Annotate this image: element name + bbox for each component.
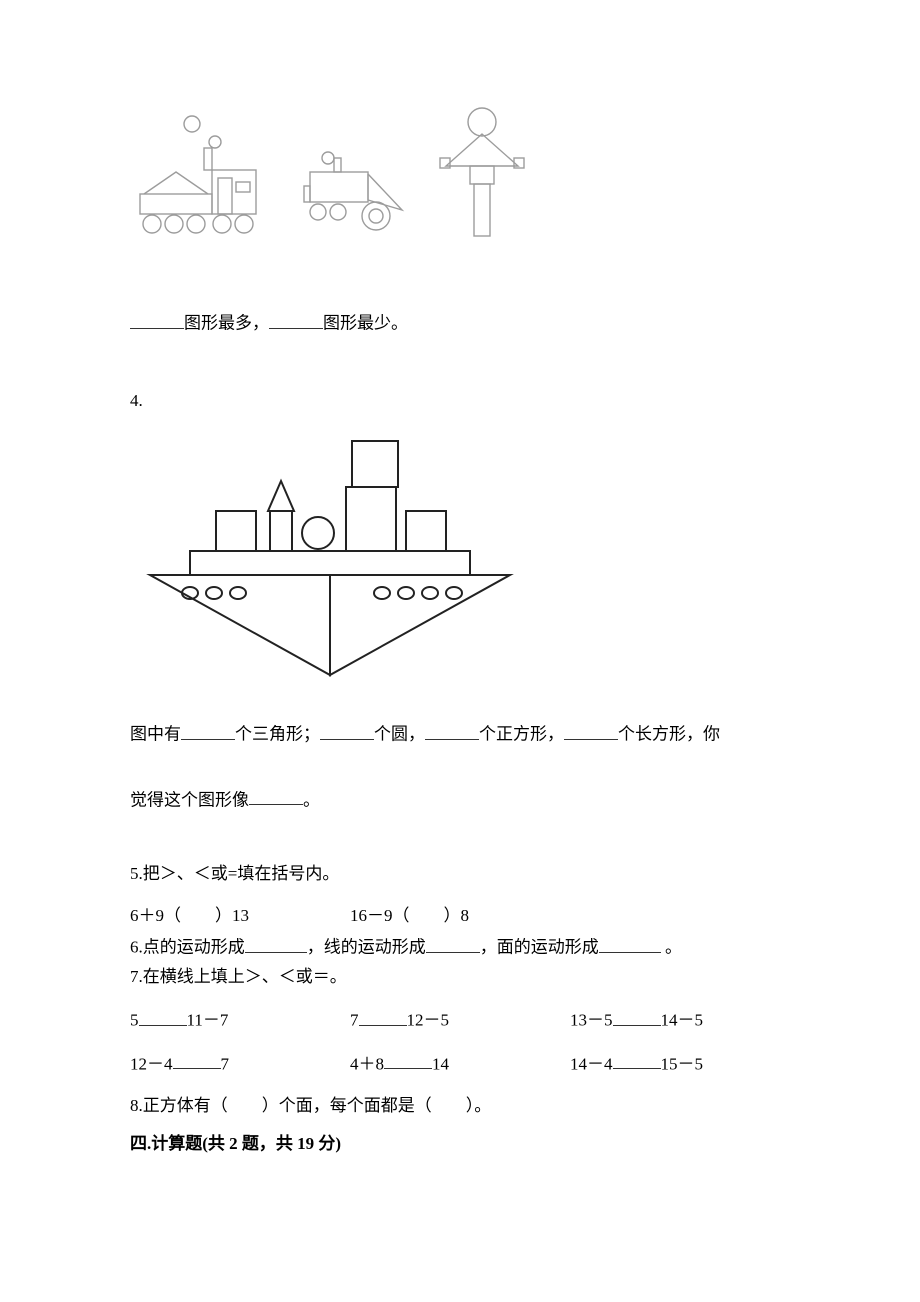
q3-text-b: 图形最少。 (323, 314, 408, 333)
lhs: 14－4 (570, 1054, 613, 1073)
rhs: 7 (221, 1054, 230, 1073)
rhs: 12－5 (407, 1011, 450, 1030)
q7-r2c1: 12－4 7 (130, 1051, 350, 1076)
rhs: 14－5 (661, 1011, 704, 1030)
q4-line2: 觉得这个图形像 。 (130, 787, 790, 812)
blank (599, 934, 661, 953)
q5-item-1: 16－9（ ）8 (350, 904, 570, 928)
blank (139, 1007, 187, 1026)
shapes-svg (130, 100, 540, 270)
q4-text-a: 图中有 (130, 725, 181, 744)
section-4-title: 四.计算题(共 2 题，共 19 分) (130, 1132, 790, 1156)
lhs: 7 (350, 1011, 359, 1030)
q6-mid1: ，线的运动形成 (307, 938, 426, 957)
q4-text-c: 个圆， (374, 725, 425, 744)
blank (181, 721, 235, 740)
lhs: 4＋8 (350, 1054, 384, 1073)
q3-line: 图形最多， 图形最少。 (130, 310, 790, 335)
q4-text-d: 个正方形， (479, 725, 564, 744)
q6-mid2: ，面的运动形成 (480, 938, 599, 957)
q7-row2: 12－4 7 4＋8 14 14－4 15－5 (130, 1051, 790, 1076)
q7-row1: 5 11－7 7 12－5 13－5 14－5 (130, 1007, 790, 1032)
q4-text-b: 个三角形； (235, 725, 320, 744)
blank (245, 934, 307, 953)
rhs: 14 (432, 1054, 449, 1073)
q7-label: 7.在横线上填上＞、＜或＝。 (130, 965, 790, 989)
figure-shapes-row (130, 100, 790, 270)
blank (613, 1051, 661, 1070)
blank (425, 721, 479, 740)
blank (269, 310, 323, 329)
lhs: 5 (130, 1011, 139, 1030)
q5-label: 5.把＞、＜或=填在括号内。 (130, 862, 790, 886)
q4-text-e: 个长方形，你 (618, 725, 720, 744)
q7-r2c3: 14－4 15－5 (570, 1051, 790, 1076)
q5-row: 6＋9（ ）13 16－9（ ）8 (130, 904, 790, 928)
figure-ship (130, 425, 790, 685)
blank (613, 1007, 661, 1026)
q4-text-f: 觉得这个图形像 (130, 790, 249, 809)
q6-end: 。 (661, 938, 682, 957)
q4-text-g: 。 (303, 790, 320, 809)
blank (320, 721, 374, 740)
q8-line: 8.正方体有（ ）个面，每个面都是（ ）。 (130, 1094, 790, 1118)
q7-r2c2: 4＋8 14 (350, 1051, 570, 1076)
q7-r1c1: 5 11－7 (130, 1007, 350, 1032)
q4-line1: 图中有 个三角形； 个圆， 个正方形， 个长方形，你 (130, 721, 790, 746)
q6-line: 6.点的运动形成 ，线的运动形成 ，面的运动形成 。 (130, 934, 790, 959)
lhs: 13－5 (570, 1011, 613, 1030)
q7-r1c2: 7 12－5 (350, 1007, 570, 1032)
rhs: 11－7 (187, 1011, 229, 1030)
q6-label: 6.点的运动形成 (130, 938, 245, 957)
lhs: 12－4 (130, 1054, 173, 1073)
blank (564, 721, 618, 740)
blank (249, 787, 303, 806)
blank (130, 310, 184, 329)
q7-r1c3: 13－5 14－5 (570, 1007, 790, 1032)
rhs: 15－5 (661, 1054, 704, 1073)
blank (384, 1051, 432, 1070)
ship-svg (130, 425, 550, 685)
blank (359, 1007, 407, 1026)
blank (426, 934, 480, 953)
q4-label: 4. (130, 389, 790, 413)
blank (173, 1051, 221, 1070)
q3-text-a: 图形最多， (184, 314, 269, 333)
q5-item-0: 6＋9（ ）13 (130, 904, 350, 928)
